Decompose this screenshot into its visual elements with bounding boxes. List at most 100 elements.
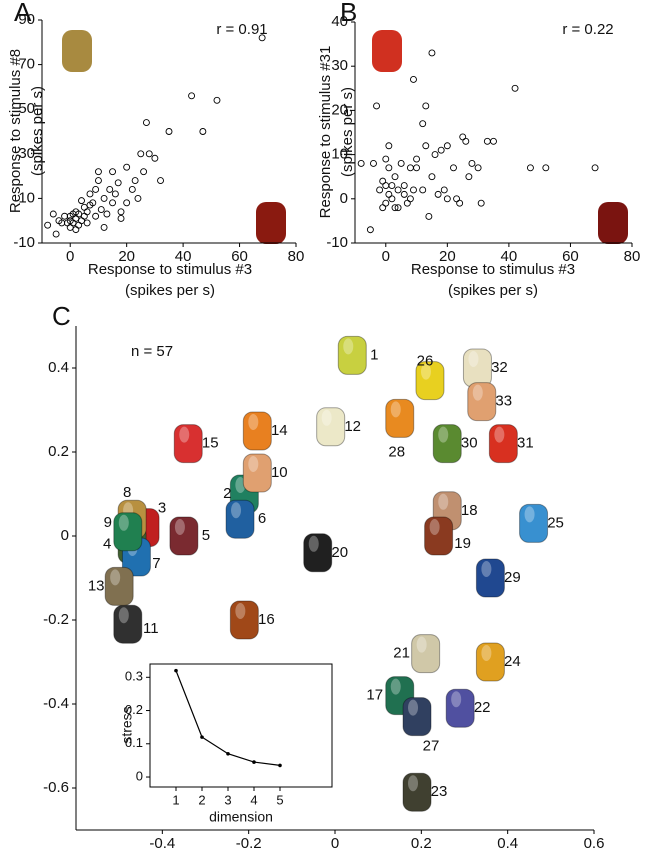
point: [117, 215, 125, 222]
y-tick-label: 0.2: [125, 702, 143, 717]
point: [477, 199, 485, 207]
point: [450, 164, 457, 172]
highlight: [420, 363, 431, 380]
point: [410, 76, 417, 83]
point: [94, 177, 102, 185]
point-label: 19: [454, 535, 471, 552]
inset-frame: [149, 663, 333, 788]
y-axis-label: (spikes per s): [29, 86, 46, 176]
y-tick-label: 0.2: [48, 443, 69, 460]
highlight: [494, 426, 505, 443]
point: [142, 119, 150, 127]
stimulus-shape: [169, 516, 199, 556]
stimulus-shape: [242, 411, 272, 451]
y-tick-label: 90: [18, 11, 35, 28]
stimulus-shape: [225, 499, 255, 539]
point-label: 28: [388, 443, 405, 460]
point: [437, 146, 445, 154]
x-tick-label: 0.4: [497, 835, 518, 852]
point: [431, 151, 439, 159]
point: [123, 163, 131, 171]
point: [52, 230, 60, 238]
point: [397, 159, 405, 167]
y-tick-label: -0.4: [43, 695, 69, 712]
point: [92, 212, 100, 220]
x-tick-label: 5: [276, 792, 283, 807]
y-tick-label: 0: [340, 190, 348, 207]
point-label: 29: [504, 569, 521, 586]
point: [137, 150, 145, 158]
x-tick-label: 0: [331, 835, 339, 852]
point-label: 18: [461, 502, 478, 519]
point: [406, 195, 414, 203]
y-axis-label: (spikes per s): [339, 87, 356, 177]
point-label: 23: [431, 783, 448, 800]
point: [419, 120, 427, 128]
y-tick-label: 30: [331, 57, 348, 74]
point: [468, 159, 476, 167]
point: [591, 164, 599, 172]
highlight: [481, 561, 492, 577]
highlight: [118, 607, 129, 624]
point-label: 13: [88, 577, 105, 594]
point: [542, 164, 550, 172]
point: [103, 210, 111, 218]
y-tick-label: 70: [18, 56, 35, 73]
highlight: [179, 426, 190, 443]
point: [400, 190, 408, 198]
x-tick-label: 1: [172, 792, 179, 807]
point: [394, 204, 402, 212]
x-axis-label: (spikes per s): [125, 282, 215, 299]
point-label: 26: [417, 353, 434, 370]
point: [92, 186, 100, 193]
highlight: [321, 409, 332, 426]
point-label: 30: [461, 435, 478, 452]
point: [258, 34, 266, 42]
x-tick-label: 0: [382, 248, 390, 265]
y-tick-label: 30: [18, 145, 35, 162]
point-label: 7: [152, 555, 160, 572]
point: [61, 212, 69, 220]
point: [165, 128, 173, 135]
highlight: [308, 535, 319, 552]
point-label: 21: [393, 645, 410, 662]
highlight: [248, 456, 259, 472]
point: [366, 226, 374, 234]
point: [157, 177, 164, 185]
y-axis-label: stress: [119, 706, 135, 743]
x-tick-label: 3: [224, 792, 231, 807]
point-label: 1: [370, 346, 378, 363]
point: [109, 168, 117, 176]
point-label: 27: [423, 738, 440, 755]
point: [410, 186, 417, 194]
highlight: [248, 414, 259, 430]
x-tick-label: -0.2: [236, 835, 262, 852]
annotation: n = 57: [131, 343, 173, 360]
x-axis-label: (spikes per s): [448, 282, 538, 299]
stimulus-shape: [488, 424, 518, 464]
point: [80, 203, 88, 211]
point: [72, 226, 80, 234]
point: [66, 223, 74, 231]
y-tick-label: 0.3: [125, 669, 143, 684]
point: [117, 208, 125, 216]
point-label: 16: [258, 611, 275, 628]
point: [100, 194, 108, 202]
x-tick-label: -0.4: [149, 835, 175, 852]
point: [111, 190, 119, 198]
point: [400, 182, 408, 189]
point-label: 22: [474, 699, 491, 716]
point: [391, 204, 399, 212]
stimulus-shape: [475, 558, 505, 598]
y-tick-label: 50: [18, 100, 35, 117]
point: [385, 190, 393, 198]
highlight: [343, 338, 354, 355]
highlight: [524, 506, 535, 523]
highlight: [408, 775, 419, 792]
point: [382, 155, 390, 163]
point: [382, 182, 390, 189]
highlight: [390, 678, 401, 695]
stimulus-shape: [475, 642, 505, 682]
y-axis-label: Response to stimulus #8: [7, 49, 24, 213]
point: [388, 182, 396, 189]
